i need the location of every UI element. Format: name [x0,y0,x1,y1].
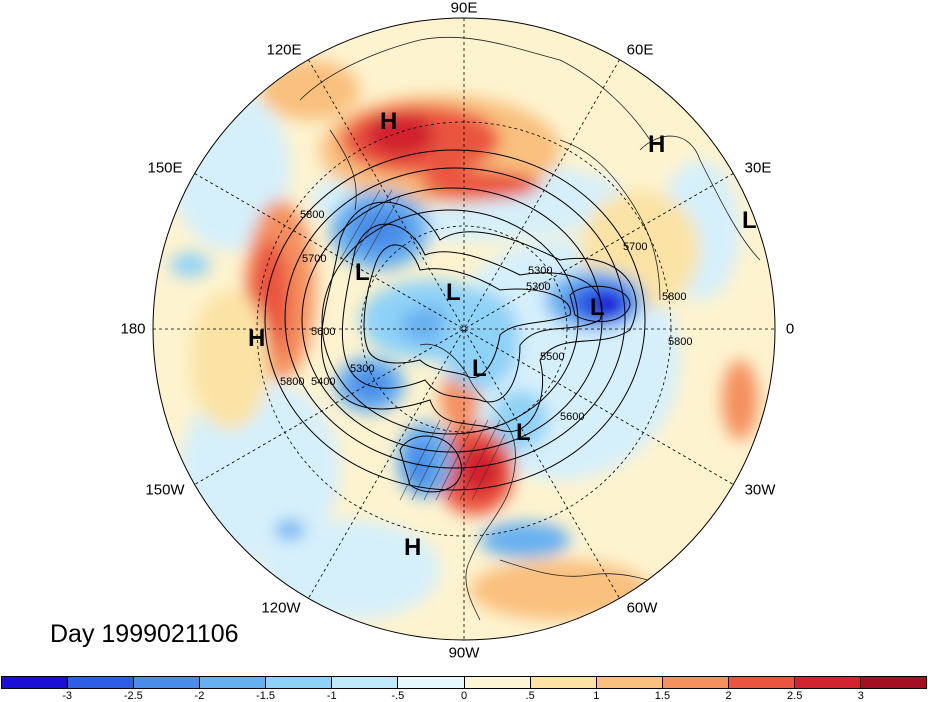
low-marker: L [355,259,370,286]
colorbar-swatch [728,677,795,688]
colorbar-tick-label: -2 [194,690,205,702]
height-contours [264,149,646,493]
low-marker: L [516,419,531,446]
colorbar-swatch [68,677,135,688]
contour-label: 5300 [350,363,374,375]
contour-label: 5300 [526,281,550,293]
lon-label-120w: 120W [261,599,301,617]
low-marker: L [472,355,487,382]
high-marker: H [404,534,421,561]
contour-label: 5600 [560,411,584,423]
colorbar-tick-label: -1.5 [256,690,276,702]
colorbar [1,676,927,689]
high-marker: H [648,131,665,158]
colorbar-tick-label: -3 [62,690,73,702]
coastlines [299,36,761,621]
lon-label-30w: 30W [744,481,776,499]
colorbar-swatch [596,677,663,688]
anomaly-field [153,18,775,640]
colorbar-tick-label: 3 [857,690,864,702]
lon-label-90e: 90E [450,0,478,17]
contour-label: 5800 [662,291,686,303]
contour-label: 5300 [528,265,552,277]
contour-label: 5700 [623,241,647,253]
colorbar-tick-label: -2.5 [123,690,143,702]
colorbar-swatch [464,677,531,688]
lon-label-150w: 150W [145,481,185,499]
colorbar-tick-label: -.5 [391,690,405,702]
contour-labels: 5800 5700 5300 5800 5700 5800 5600 5400 … [280,209,692,423]
lon-label-180: 180 [120,320,146,338]
contour-label: 5800 [280,376,304,388]
contour-label: 5400 [311,376,335,388]
contour-label: 5700 [302,253,326,265]
map-graticule [152,17,776,641]
low-marker: L [446,279,461,306]
colorbar-tick-label: 0 [460,690,468,702]
colorbar-swatch [2,677,69,688]
lon-label-0: 0 [785,320,795,338]
high-marker: H [248,325,265,352]
contour-label: 5800 [300,209,324,221]
colorbar-swatch [200,677,267,688]
lon-label-120e: 120E [266,41,302,59]
low-marker: L [742,207,757,234]
lon-label-60e: 60E [626,41,654,59]
contour-label: 5800 [668,336,692,348]
lon-label-60w: 60W [626,599,658,617]
colorbar-swatch [861,677,927,688]
colorbar-swatch [530,677,597,688]
contour-label: 5600 [311,326,335,338]
colorbar-tick-label: 2.5 [787,690,803,702]
colorbar-tick-label: 1 [593,690,600,702]
pressure-markers: H H L L L H L L L H [248,108,757,561]
colorbar-swatch [398,677,465,688]
colorbar-swatch [662,677,729,688]
colorbar-tick-label: -1 [326,690,337,702]
lon-label-30e: 30E [744,159,772,177]
colorbar-swatch [332,677,399,688]
high-marker: H [380,108,397,135]
colorbar-tick-label: .5 [525,690,535,702]
contour-label: 5500 [540,351,564,363]
colorbar-tick-label: 1.5 [654,690,671,702]
hatched-area [339,189,506,501]
lon-label-150e: 150E [147,159,183,177]
colorbar-swatch [794,677,862,688]
low-marker: L [590,294,605,321]
day-label: Day 1999021106 [50,620,239,648]
lon-label-90w: 90W [448,644,480,662]
colorbar-tick-label: 2 [725,690,732,702]
colorbar-swatch [266,677,333,688]
colorbar-swatch [134,677,201,688]
